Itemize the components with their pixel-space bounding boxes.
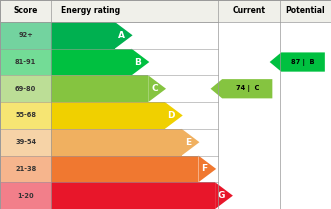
Text: C: C — [151, 84, 158, 93]
Polygon shape — [270, 52, 325, 72]
Text: Potential: Potential — [286, 6, 325, 15]
Polygon shape — [131, 49, 149, 75]
Bar — [0, 155, 51, 182]
Polygon shape — [165, 102, 183, 129]
Bar — [0, 102, 51, 129]
Bar — [51, 102, 165, 129]
Polygon shape — [198, 155, 216, 182]
Text: 74 |  C: 74 | C — [236, 85, 259, 92]
Text: Score: Score — [14, 6, 38, 15]
Text: 21-38: 21-38 — [15, 166, 36, 172]
Bar — [0, 0, 331, 22]
Polygon shape — [148, 75, 166, 102]
Bar — [51, 22, 115, 49]
Bar — [0, 49, 51, 75]
Polygon shape — [182, 129, 200, 155]
Bar — [0, 22, 51, 49]
Bar — [0, 182, 51, 209]
Bar — [51, 129, 182, 155]
Bar — [51, 75, 148, 102]
Text: 87 |  B: 87 | B — [291, 59, 315, 66]
Text: 1-20: 1-20 — [17, 193, 34, 199]
Text: D: D — [167, 111, 175, 120]
Bar — [0, 129, 51, 155]
Bar — [51, 49, 131, 75]
Text: A: A — [118, 31, 124, 40]
Text: 81-91: 81-91 — [15, 59, 36, 65]
Text: 92+: 92+ — [18, 32, 33, 38]
Text: F: F — [202, 164, 208, 173]
Text: Current: Current — [233, 6, 265, 15]
Bar — [51, 155, 198, 182]
Bar — [0, 75, 51, 102]
Polygon shape — [115, 22, 133, 49]
Polygon shape — [211, 79, 272, 98]
Text: G: G — [218, 191, 225, 200]
Text: E: E — [185, 138, 191, 147]
Text: B: B — [134, 57, 141, 66]
Text: 39-54: 39-54 — [15, 139, 36, 145]
Polygon shape — [215, 182, 233, 209]
Bar — [51, 182, 215, 209]
Text: 69-80: 69-80 — [15, 86, 36, 92]
Text: Energy rating: Energy rating — [61, 6, 120, 15]
Text: 55-68: 55-68 — [15, 112, 36, 119]
